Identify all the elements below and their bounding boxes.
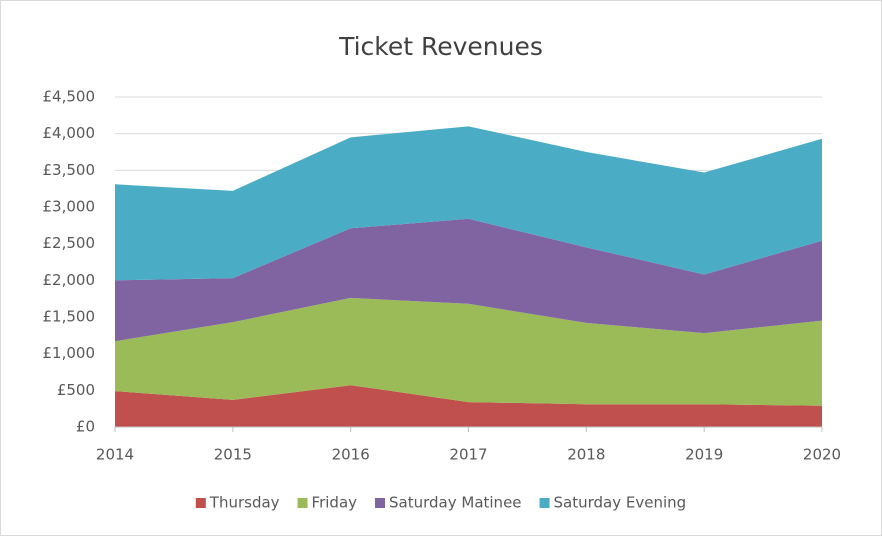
area: [115, 218, 822, 342]
y-tick-label: £1,500: [43, 308, 96, 326]
y-tick-label: £2,500: [43, 234, 96, 252]
y-tick-label: £1,000: [43, 344, 96, 362]
legend-swatch: [539, 498, 550, 508]
y-tick-label: £4,500: [43, 88, 96, 106]
x-tick-label: 2018: [567, 446, 605, 464]
y-tick-label: £4,000: [43, 124, 96, 142]
legend-swatch: [195, 498, 206, 508]
area: [115, 297, 822, 406]
x-tick-label: 2019: [685, 446, 723, 464]
legend-label: Friday: [312, 494, 358, 512]
x-tick-label: 2020: [803, 446, 841, 464]
x-tick-label: 2016: [332, 446, 370, 464]
x-tick-label: 2017: [449, 446, 487, 464]
legend-label: Saturday Matinee: [389, 494, 522, 512]
x-tick-label: 2015: [214, 446, 252, 464]
legend-swatch: [375, 498, 386, 508]
y-tick-label: £3,000: [43, 198, 96, 216]
legend-label: Saturday Evening: [554, 494, 687, 512]
legend-label: Thursday: [209, 494, 280, 512]
area: [115, 385, 822, 427]
y-tick-label: £2,000: [43, 271, 96, 289]
y-tick-label: £500: [57, 381, 95, 399]
chart-title: Ticket Revenues: [338, 32, 543, 61]
legend-swatch: [297, 498, 308, 508]
area: [115, 126, 822, 281]
y-tick-label: £0: [76, 418, 95, 436]
x-tick-label: 2014: [96, 446, 134, 464]
y-tick-label: £3,500: [43, 161, 96, 179]
